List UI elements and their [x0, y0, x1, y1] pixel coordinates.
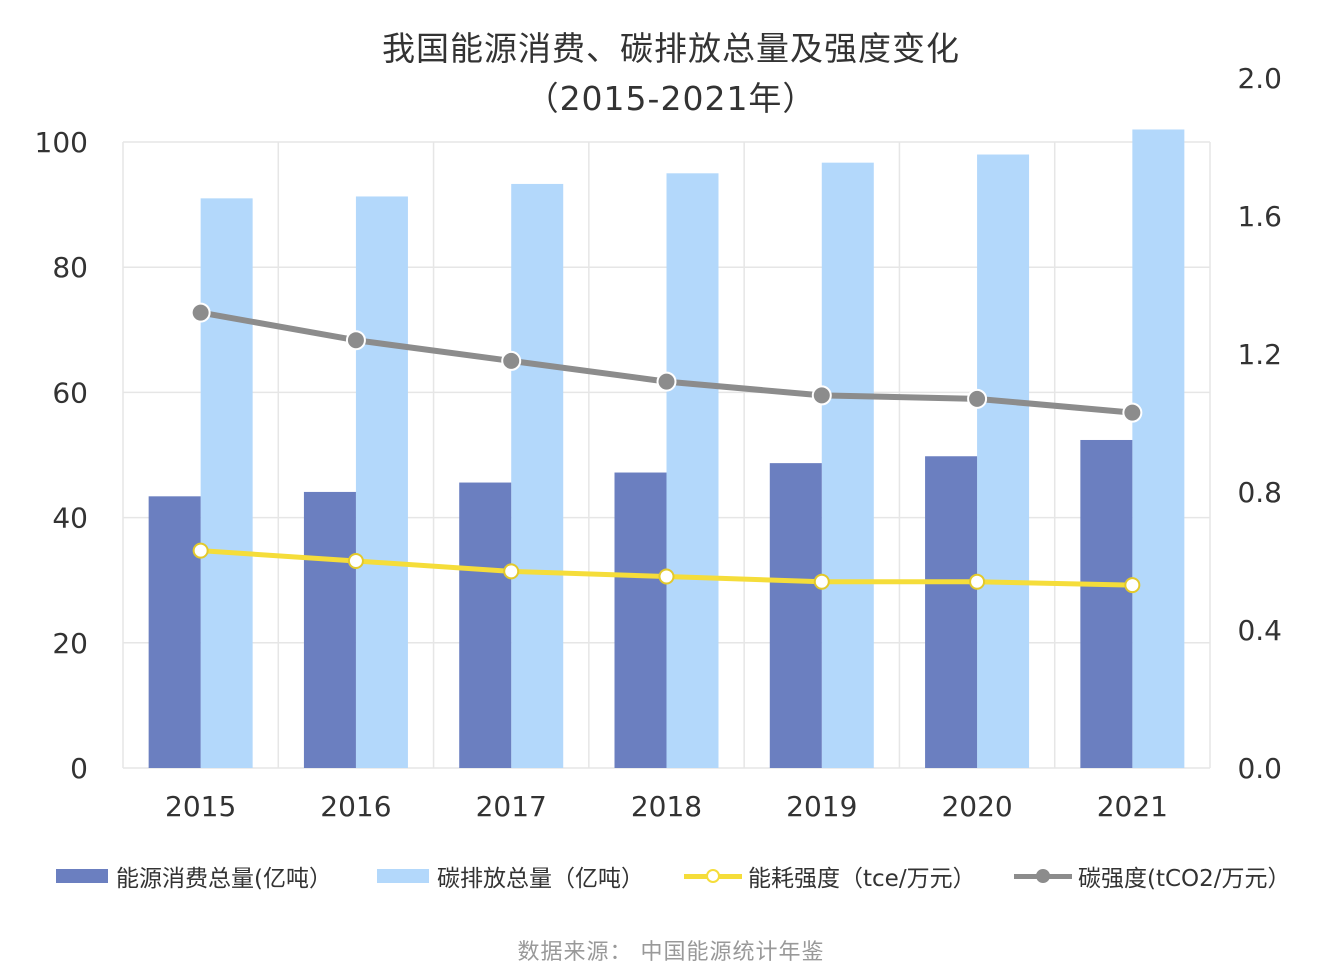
bar-carbon-total [511, 183, 564, 768]
chart-title: 我国能源消费、碳排放总量及强度变化 [382, 29, 960, 68]
series-carbon-intensity-point [656, 371, 677, 392]
legend-item-energy-intensity: 能耗强度（tce/万元） [684, 858, 976, 894]
bar-energy-total [614, 472, 667, 768]
bar-energy-total [459, 482, 512, 768]
x-tick-label: 2016 [320, 790, 391, 823]
x-tick-label: 2019 [786, 790, 857, 823]
legend-label-carbon-total: 碳排放总量（亿吨） [437, 866, 644, 892]
series-energy-intensity-point [813, 573, 830, 590]
lines-group [190, 302, 1143, 594]
x-tick-label: 2021 [1097, 790, 1168, 823]
data-source-note: 数据来源： 中国能源统计年鉴 [517, 940, 825, 965]
axis-labels: 0 20 40 60 80 100 0.0 0.4 0.8 1.2 1.6 2.0 2015 2016 20… [35, 62, 1282, 823]
bar-carbon-total [666, 173, 719, 769]
y-left-tick-label: 40 [52, 502, 88, 535]
legend-label-energy-intensity: 能耗强度（tce/万元） [748, 866, 976, 892]
legend: 能源消费总量(亿吨） 碳排放总量（亿吨） 能耗强度（tce/万元） 碳强度(tC… [0, 858, 1342, 894]
bar-energy-total [303, 491, 356, 768]
legend-label-energy-total: 能源消费总量(亿吨） [116, 866, 332, 892]
y-left-tick-label: 20 [52, 627, 88, 660]
y-right-tick-label: 0.4 [1237, 614, 1282, 647]
y-right-tick-label: 1.2 [1237, 338, 1282, 371]
y-right-tick-label: 0.8 [1237, 476, 1282, 509]
legend-swatch-energy-intensity [684, 866, 742, 886]
legend-swatch-carbon-intensity [1014, 866, 1072, 886]
series-carbon-intensity-point [345, 330, 366, 351]
bar-carbon-total [1132, 129, 1185, 769]
series-energy-intensity-point [1124, 577, 1141, 594]
legend-item-carbon-intensity: 碳强度(tCO2/万元） [1014, 858, 1291, 894]
series-energy-intensity-point [347, 553, 364, 569]
bar-carbon-total [200, 198, 253, 769]
bar-carbon-total [355, 196, 408, 768]
series-carbon-intensity-point [190, 302, 211, 323]
y-right-tick-label: 1.6 [1237, 200, 1282, 233]
bar-carbon-total [977, 154, 1030, 768]
series-carbon-intensity-point [967, 388, 988, 409]
bars-group [148, 129, 1185, 769]
bar-carbon-total [821, 162, 874, 768]
bar-energy-total [769, 463, 822, 768]
bar-energy-total [925, 456, 978, 768]
bar-energy-total [1080, 439, 1133, 768]
x-tick-label: 2015 [165, 790, 236, 823]
legend-item-energy-total: 能源消费总量(亿吨） [56, 858, 332, 894]
legend-label-carbon-intensity: 碳强度(tCO2/万元） [1078, 866, 1291, 892]
x-tick-label: 2017 [476, 790, 547, 823]
x-tick-label: 2018 [631, 790, 702, 823]
series-energy-intensity-point [192, 542, 209, 559]
y-right-tick-label: 0.0 [1237, 752, 1282, 785]
series-carbon-intensity-point [811, 385, 832, 406]
series-carbon-intensity-point [501, 350, 522, 371]
x-tick-label: 2020 [941, 790, 1012, 823]
legend-item-carbon-total: 碳排放总量（亿吨） [377, 858, 644, 894]
y-left-tick-label: 100 [35, 126, 88, 159]
chart-subtitle: （2015-2021年） [525, 79, 817, 118]
y-right-tick-label: 2.0 [1237, 62, 1282, 95]
legend-swatch-energy-total [56, 869, 108, 883]
y-left-tick-label: 0 [70, 752, 88, 785]
y-left-tick-label: 60 [52, 376, 88, 409]
series-energy-intensity-point [658, 568, 675, 585]
y-left-tick-label: 80 [52, 251, 88, 284]
series-energy-intensity-point [969, 573, 986, 590]
legend-swatch-carbon-total [377, 869, 429, 883]
series-carbon-intensity-point [1122, 402, 1143, 423]
series-energy-intensity-point [503, 563, 520, 580]
bar-energy-total [148, 496, 201, 768]
